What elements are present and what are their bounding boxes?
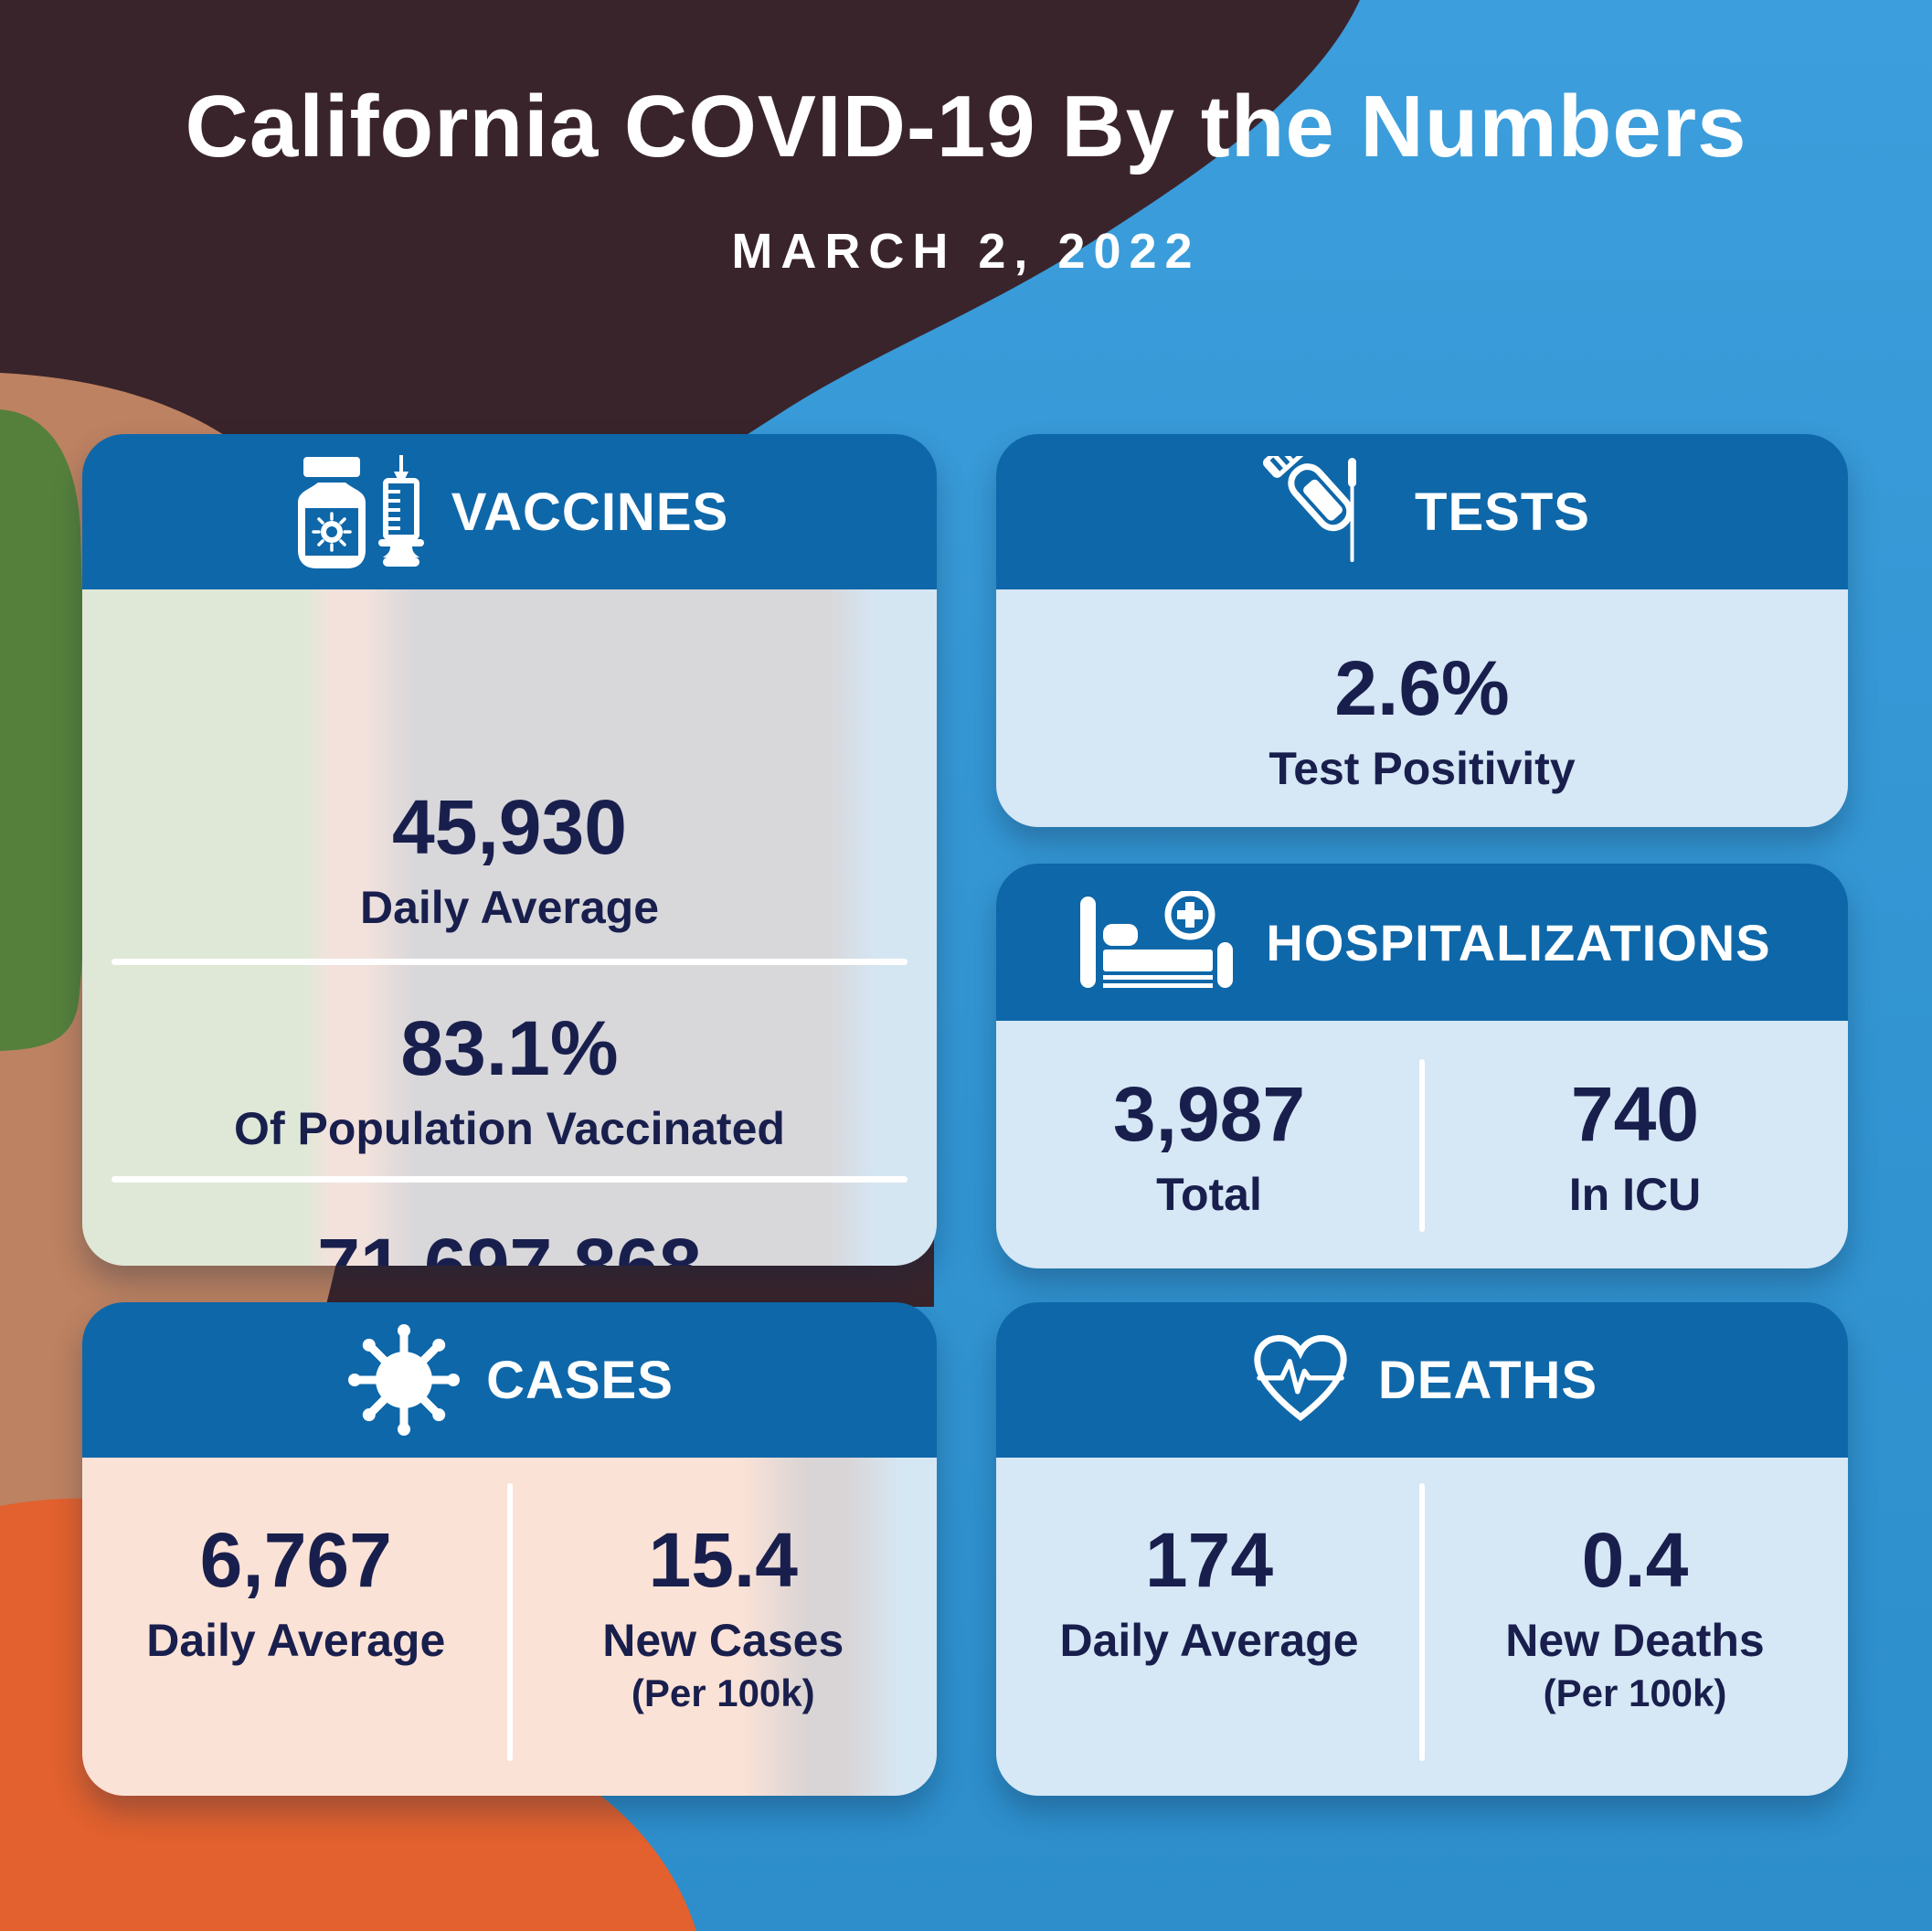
divider	[506, 1483, 513, 1761]
deaths-daily-average-stat: 174 Daily Average	[996, 1458, 1422, 1796]
tests-card-header: TESTS	[996, 434, 1848, 589]
hospitalizations-card-header: HOSPITALIZATIONS	[996, 864, 1848, 1021]
deaths-card: DEATHS 174 Daily Average 0.4 New Deaths …	[996, 1302, 1848, 1796]
stat-sublabel: (Per 100k)	[631, 1671, 815, 1714]
vaccines-population-stat: 83.1% Of Population Vaccinated	[82, 1003, 937, 1158]
divider	[1419, 1483, 1425, 1761]
stat-value: 0.4	[1581, 1517, 1689, 1603]
vaccines-total-stat: 71,697,868 Total Administered	[82, 1220, 937, 1266]
cases-card-header: CASES	[82, 1302, 937, 1458]
stat-value: 83.1%	[400, 1005, 619, 1091]
tests-card-title: TESTS	[1415, 482, 1590, 542]
vaccine-vial-syringe-icon	[291, 455, 428, 568]
vaccines-card-body: 45,930 Daily Average 83.1% Of Population…	[82, 589, 937, 1266]
heart-pulse-icon	[1247, 1332, 1354, 1427]
divider	[111, 959, 908, 965]
stat-value: 740	[1570, 1071, 1700, 1157]
stat-value: 6,767	[199, 1517, 392, 1603]
stat-value: 15.4	[648, 1517, 799, 1603]
vaccines-card-title: VACCINES	[451, 482, 729, 542]
vaccines-card-header: VACCINES	[82, 434, 937, 589]
stat-value: 71,697,868	[317, 1223, 702, 1266]
coronavirus-icon	[345, 1321, 462, 1438]
stat-value: 3,987	[1112, 1071, 1306, 1157]
stat-sublabel: (Per 100k)	[1543, 1671, 1727, 1714]
hospitalizations-icu-stat: 740 In ICU	[1422, 1021, 1848, 1268]
deaths-card-header: DEATHS	[996, 1302, 1848, 1458]
divider	[111, 1176, 908, 1183]
hospital-bed-icon	[1073, 891, 1242, 993]
stat-label: In ICU	[1568, 1169, 1702, 1220]
hospitalizations-card: HOSPITALIZATIONS 3,987 Total 740 In ICU	[996, 864, 1848, 1268]
stat-label: Daily Average	[146, 1615, 446, 1666]
divider	[1419, 1059, 1425, 1232]
cases-card-title: CASES	[486, 1350, 674, 1410]
vaccines-card: VACCINES 45,930 Daily Average 83.1% Of P…	[82, 434, 937, 1266]
deaths-card-title: DEATHS	[1377, 1350, 1598, 1410]
stat-value: 45,930	[392, 784, 627, 870]
stat-label: Daily Average	[1059, 1615, 1359, 1666]
stat-label: New Cases	[602, 1615, 844, 1666]
cases-new-cases-stat: 15.4 New Cases (Per 100k)	[510, 1458, 938, 1796]
test-tube-swab-icon	[1254, 456, 1391, 568]
vaccines-daily-average-stat: 45,930 Daily Average	[82, 781, 937, 937]
green-clothing-shape	[0, 409, 86, 1051]
stat-label: Test Positivity	[1269, 743, 1576, 794]
deaths-new-deaths-stat: 0.4 New Deaths (Per 100k)	[1422, 1458, 1848, 1796]
tests-card-body: 2.6% Test Positivity	[996, 589, 1848, 827]
page-date: MARCH 2, 2022	[731, 224, 1201, 279]
hospitalizations-total-stat: 3,987 Total	[996, 1021, 1422, 1268]
stat-label: New Deaths	[1505, 1615, 1765, 1666]
stat-label: Total	[1156, 1169, 1262, 1220]
stat-value: 174	[1144, 1517, 1274, 1603]
hospitalizations-card-title: HOSPITALIZATIONS	[1266, 913, 1771, 971]
page-title: California COVID-19 By the Numbers	[185, 78, 1747, 175]
tests-card: TESTS 2.6% Test Positivity	[996, 434, 1848, 827]
hospitalizations-card-body: 3,987 Total 740 In ICU	[996, 1021, 1848, 1268]
stat-value: 2.6%	[1334, 645, 1510, 731]
stat-label: Of Population Vaccinated	[234, 1103, 785, 1154]
stat-label: Daily Average	[359, 882, 660, 933]
cases-card-body: 6,767 Daily Average 15.4 New Cases (Per …	[82, 1458, 937, 1796]
deaths-card-body: 174 Daily Average 0.4 New Deaths (Per 10…	[996, 1458, 1848, 1796]
cases-card: CASES 6,767 Daily Average 15.4 New Cases…	[82, 1302, 937, 1796]
cases-daily-average-stat: 6,767 Daily Average	[82, 1458, 510, 1796]
